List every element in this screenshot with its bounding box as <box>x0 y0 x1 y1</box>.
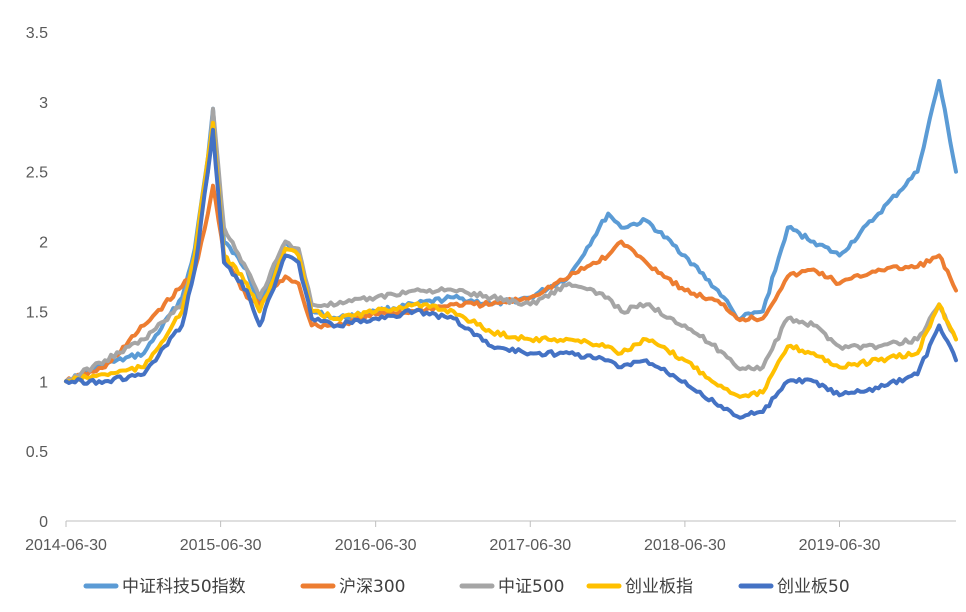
x-tick-label: 2018-06-30 <box>644 537 726 554</box>
x-axis: 2014-06-30 2015-06-30 2016-06-30 2017-06-30… <box>25 520 956 554</box>
legend-label: 创业板指 <box>625 577 693 597</box>
x-tick-label: 2019-06-30 <box>799 537 881 554</box>
legend-label: 中证科技50指数 <box>122 577 246 597</box>
legend-label: 沪深300 <box>339 577 405 597</box>
x-tick-label: 2014-06-30 <box>25 537 107 554</box>
y-tick-label: 0 <box>39 514 48 531</box>
y-tick-label: 3.5 <box>26 25 48 42</box>
y-tick-label: 2.5 <box>26 165 48 182</box>
y-tick-label: 2 <box>39 235 48 252</box>
legend-label: 中证500 <box>498 577 564 597</box>
y-tick-label: 3 <box>39 95 48 112</box>
series-layer <box>64 78 958 420</box>
x-tick-label: 2017-06-30 <box>489 537 571 554</box>
legend-label: 创业板50 <box>777 577 850 597</box>
y-tick-label: 0.5 <box>26 444 48 461</box>
x-tick-label: 2015-06-30 <box>180 537 262 554</box>
y-axis: 0 0.5 1 1.5 2 2.5 3 3.5 <box>26 25 48 531</box>
y-tick-label: 1 <box>39 374 48 391</box>
series-line <box>64 127 958 420</box>
x-tick-label: 2016-06-30 <box>335 537 417 554</box>
legend: 中证科技50指数 沪深300 中证500 创业板指 创业板50 <box>83 577 850 597</box>
y-tick-label: 1.5 <box>26 304 48 321</box>
